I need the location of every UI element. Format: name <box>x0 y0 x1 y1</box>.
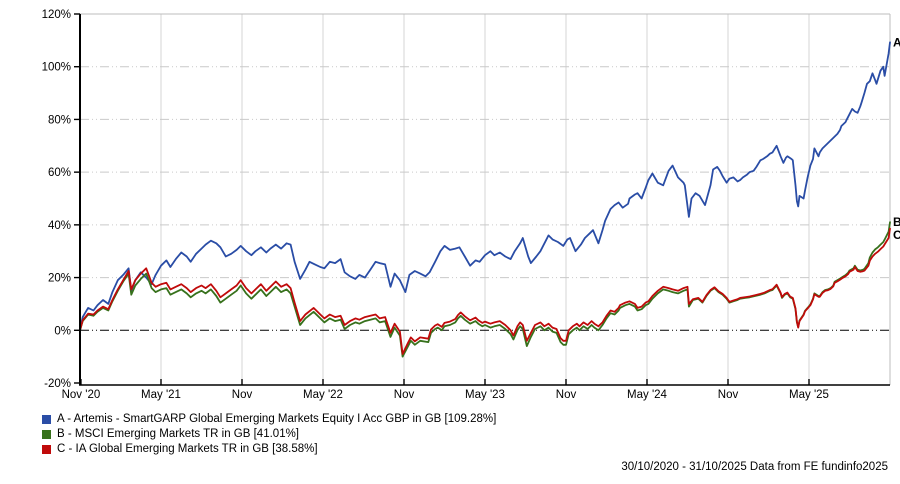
chart-legend: A - Artemis - SmartGARP Global Emerging … <box>42 412 496 457</box>
x-axis-label: May '24 <box>627 389 668 401</box>
y-axis-label: -20% <box>44 378 71 390</box>
y-axis-label: 60% <box>48 167 71 179</box>
legend-label-c: C - IA Global Emerging Markets TR in GB … <box>57 443 318 455</box>
y-axis-label: 80% <box>48 114 71 126</box>
x-axis-label: May '21 <box>141 389 181 401</box>
legend-swatch-a-icon <box>42 415 51 424</box>
legend-label-b: B - MSCI Emerging Markets TR in GB [41.0… <box>57 428 300 440</box>
series-end-label-a: A <box>893 35 900 49</box>
legend-swatch-b-icon <box>42 430 51 439</box>
legend-item-a: A - Artemis - SmartGARP Global Emerging … <box>42 412 496 427</box>
legend-item-b: B - MSCI Emerging Markets TR in GB [41.0… <box>42 427 496 442</box>
series-line-c <box>79 227 891 355</box>
y-axis-label: 20% <box>48 273 71 285</box>
series-end-label-c: C <box>893 228 900 242</box>
series-end-label-b: B <box>893 215 900 229</box>
y-axis-label: 0% <box>54 325 71 337</box>
x-axis-label: May '25 <box>789 389 829 401</box>
legend-item-c: C - IA Global Emerging Markets TR in GB … <box>42 442 496 457</box>
legend-swatch-c-icon <box>42 445 51 454</box>
y-axis-label: 100% <box>42 62 71 74</box>
x-axis-label: Nov <box>718 389 739 401</box>
x-axis-label: Nov '20 <box>62 389 101 401</box>
series-line-a <box>79 41 891 332</box>
y-axis-label: 40% <box>48 220 71 232</box>
x-axis-label: Nov <box>394 389 415 401</box>
x-axis-label: Nov <box>232 389 253 401</box>
y-axis-label: 120% <box>42 9 71 21</box>
x-axis-label: May '22 <box>303 389 343 401</box>
date-range-attribution: 30/10/2020 - 31/10/2025 Data from FE fun… <box>621 461 888 473</box>
legend-label-a: A - Artemis - SmartGARP Global Emerging … <box>57 413 497 425</box>
x-axis-label: May '23 <box>465 389 505 401</box>
x-axis-label: Nov <box>556 389 577 401</box>
